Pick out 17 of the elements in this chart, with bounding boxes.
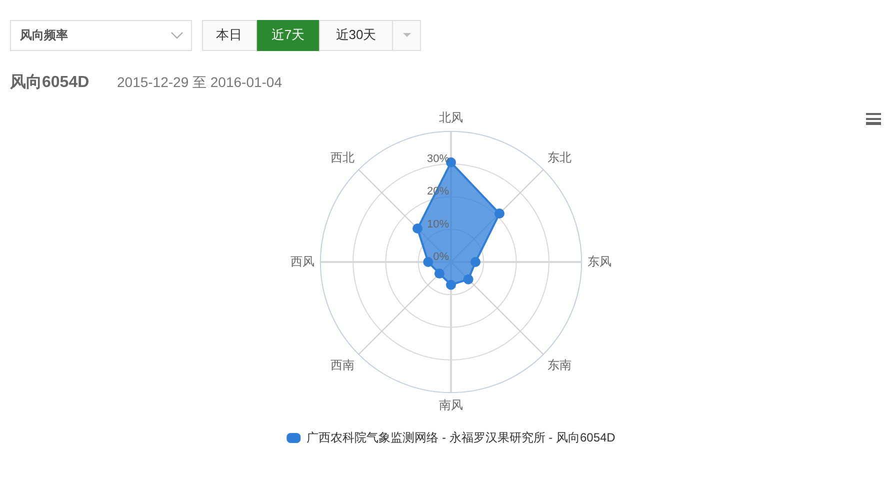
- spoke-label: 西北: [330, 150, 354, 165]
- select-field: 风向频率: [10, 20, 192, 51]
- spoke-label: 西南: [330, 358, 354, 372]
- y-tick-label: 0%: [433, 251, 450, 264]
- period-tab: 近7天: [257, 20, 320, 51]
- legend-label: 广西农科院气象监测网络 - 永福罗汉果研究所 - 风向6054D: [306, 430, 616, 444]
- spoke-label: 南风: [439, 398, 463, 412]
- spoke-label: 西风: [290, 254, 314, 268]
- spoke-label: 东风: [588, 254, 612, 268]
- period-tab: 近30天: [320, 20, 393, 51]
- chart-subtitle: 2015-12-29 至 2016-01-04: [117, 74, 282, 91]
- spoke-label: 北风: [439, 110, 463, 125]
- spoke-label: 东北: [548, 150, 572, 165]
- y-tick-label: 30%: [426, 153, 450, 166]
- text: 风向6054D: [10, 73, 90, 92]
- spoke-label: 东南: [548, 358, 572, 372]
- y-tick-label: 10%: [426, 218, 450, 230]
